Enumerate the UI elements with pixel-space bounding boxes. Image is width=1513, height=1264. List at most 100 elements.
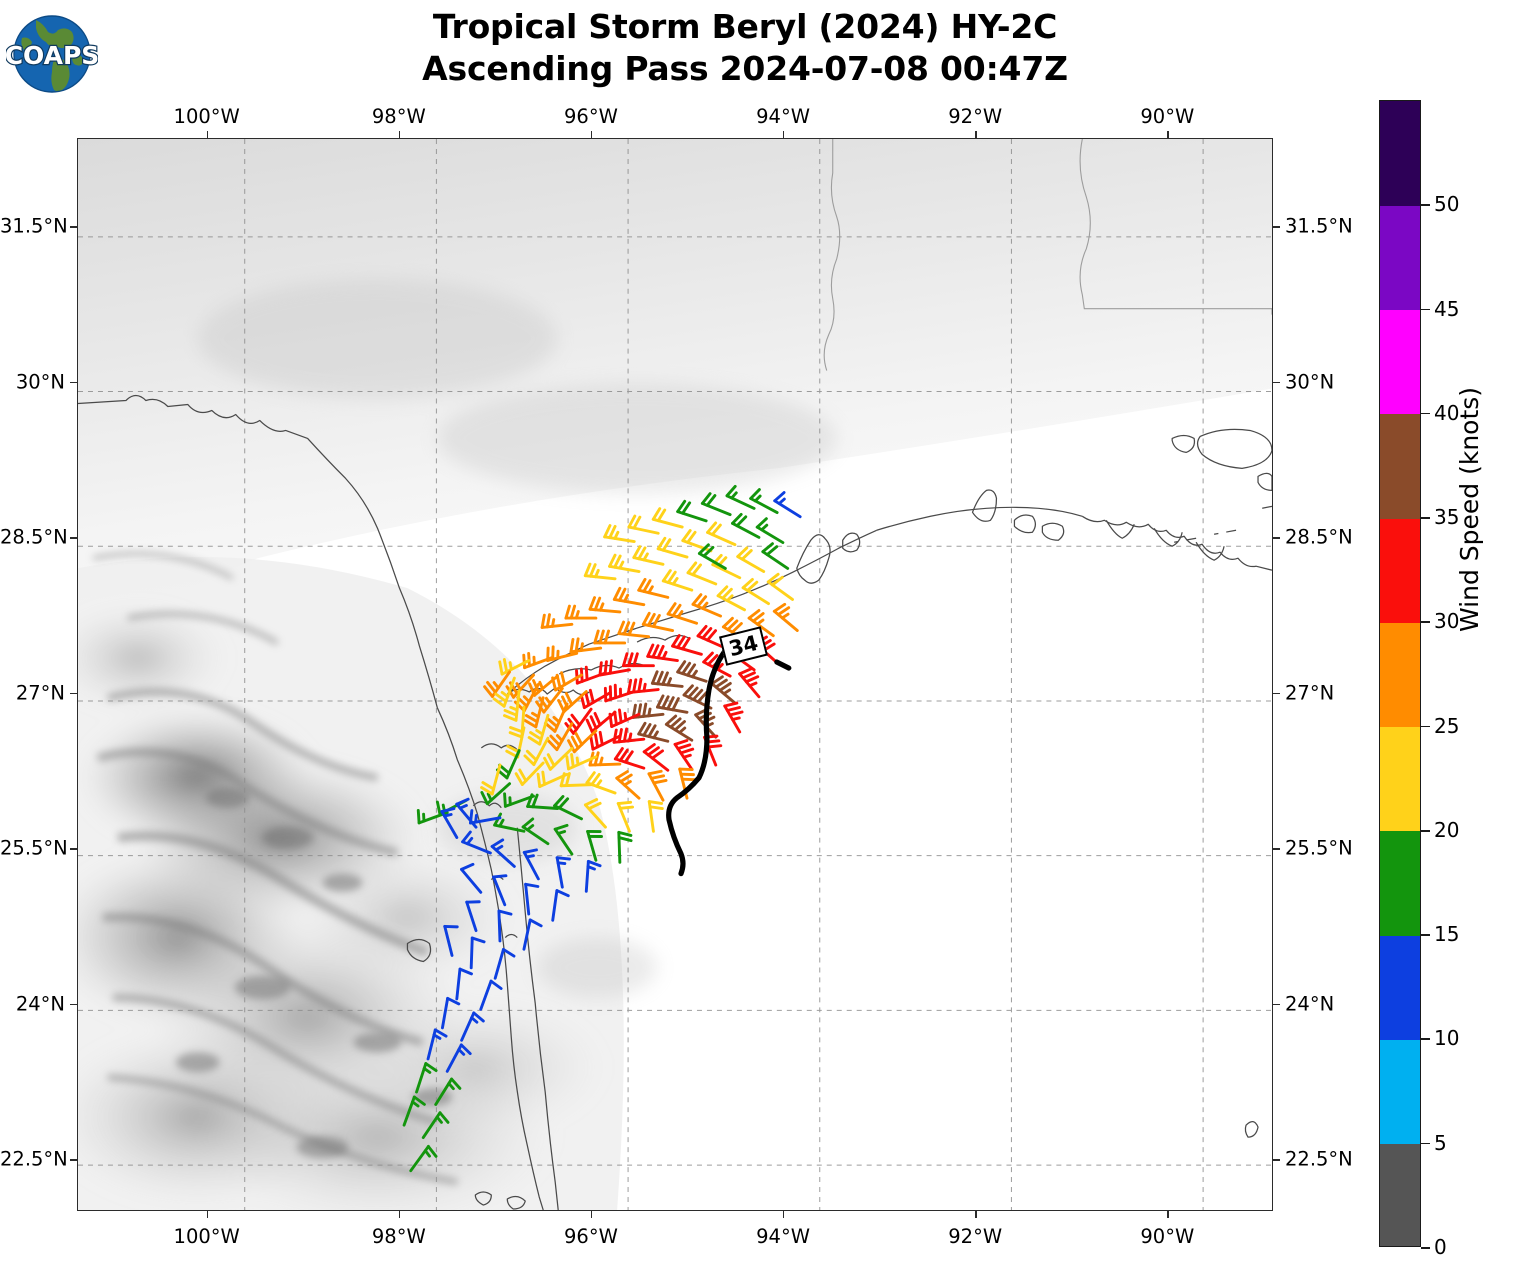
colorbar-tick-mark [1421,621,1430,623]
lon-tick-mark [206,1211,209,1218]
wind-barb [492,874,508,907]
wind-barb [461,830,492,855]
logo-text: COAPS [6,41,98,70]
lon-tick-mark [590,1211,593,1218]
lat-tick-label-left: 27°N [15,681,65,705]
colorbar-tick-label: 20 [1434,817,1460,842]
lat-tick-label-right: 24°N [1285,992,1335,1016]
wind-barb [691,593,723,618]
wind-barb [706,521,737,547]
wind-barb [773,491,802,519]
colorbar-band-30-35 [1380,518,1420,623]
wind-barb [697,543,727,570]
wind-barb [503,689,521,722]
page-title: Tropical Storm Beryl (2024) HY-2C Ascend… [120,6,1370,90]
wind-barb [553,795,583,821]
lat-tick-mark [1273,1159,1280,1161]
wind-barb [671,634,703,656]
colorbar-band-25-30 [1380,622,1420,728]
colorbar-tick-label: 5 [1434,1130,1447,1155]
wind-barb [700,492,732,517]
wind-barb [589,730,622,751]
wind-barb [585,710,617,733]
wind-radius-contour-34kt [666,648,792,877]
colorbar-tick-label: 25 [1434,713,1460,738]
wind-barb [738,667,761,699]
colorbar-tick-label: 50 [1434,192,1460,217]
wind-barb [608,553,641,573]
wind-barb [479,979,503,1011]
wind-barb [627,514,660,535]
wind-barb [676,499,708,523]
colorbar-tick-mark [1421,412,1430,415]
wind-barb [498,658,531,676]
wind-barb [565,753,598,771]
wind-barb [741,578,770,606]
wind-barb [731,512,761,539]
wind-barb [480,782,512,806]
lat-tick-mark [1273,848,1280,850]
lat-tick-mark [70,1159,77,1161]
wind-barb [493,947,516,980]
wind-barb [588,596,622,614]
wind-barb [527,713,550,746]
wind-barb [583,562,617,581]
wind-barb [617,620,651,639]
lon-tick-label-top: 96°W [564,105,618,128]
wind-barb [460,1011,485,1042]
wind-barb [543,747,574,771]
colorbar-tick-mark [1421,204,1430,206]
lon-tick-label-top: 94°W [756,105,810,128]
colorbar-title: Wind Speed (knots) [1455,386,1484,632]
wind-barb [555,856,571,889]
lon-tick-mark [398,1211,401,1218]
wind-barb [641,611,675,632]
colorbar-band-15-20 [1380,830,1420,936]
wind-barb [615,770,641,800]
wind-barb [656,694,689,714]
wind-barb [522,848,540,881]
wind-barb [725,484,756,510]
lon-tick-label-bot: 94°W [756,1225,810,1248]
wind-barb [632,545,665,566]
colorbar-tick-mark [1421,934,1430,936]
wind-barb [647,800,664,833]
colorbar-tick-mark [1421,308,1430,311]
colorbar-tick-mark [1421,1038,1430,1041]
wind-barb [421,1111,450,1140]
wind-barb [521,817,550,846]
wind-barb [755,517,785,545]
wind-barb [650,670,684,688]
colorbar-tick-mark [1421,517,1430,519]
lon-tick-label-bot: 96°W [564,1225,618,1248]
wind-barb [661,569,694,592]
lon-tick-label-top: 98°W [371,105,426,128]
wind-barb [676,660,708,683]
wind-barb [766,572,794,601]
wind-barb [586,830,603,862]
colorbar-band-10-15 [1380,935,1420,1041]
colorbar-band-40-45 [1380,309,1420,415]
wind-barb [469,936,486,970]
wind-barb [540,613,574,629]
colorbar-band-45-50 [1380,205,1420,311]
lon-tick-label-top: 92°W [948,105,1003,128]
lon-tick-mark [975,1211,977,1218]
wind-barb [613,747,646,770]
colorbar-band-35-40 [1380,413,1420,519]
lat-tick-label-right: 31.5°N [1285,214,1353,238]
wind-barb [567,729,598,754]
lat-tick-mark [70,1003,77,1006]
wind-barb [440,996,461,1030]
wind-barb [583,798,607,829]
lat-tick-mark [70,848,77,850]
wind-barb [569,637,603,654]
wind-barb [503,792,535,808]
map-panel[interactable] [77,138,1273,1211]
wind-barb [749,488,779,514]
colorbar-tick-mark [1421,1142,1430,1145]
lon-tick-mark [1167,131,1169,138]
lat-tick-mark [1273,1003,1280,1006]
coastline-layer [78,139,1272,1210]
colorbar[interactable] [1379,100,1421,1247]
